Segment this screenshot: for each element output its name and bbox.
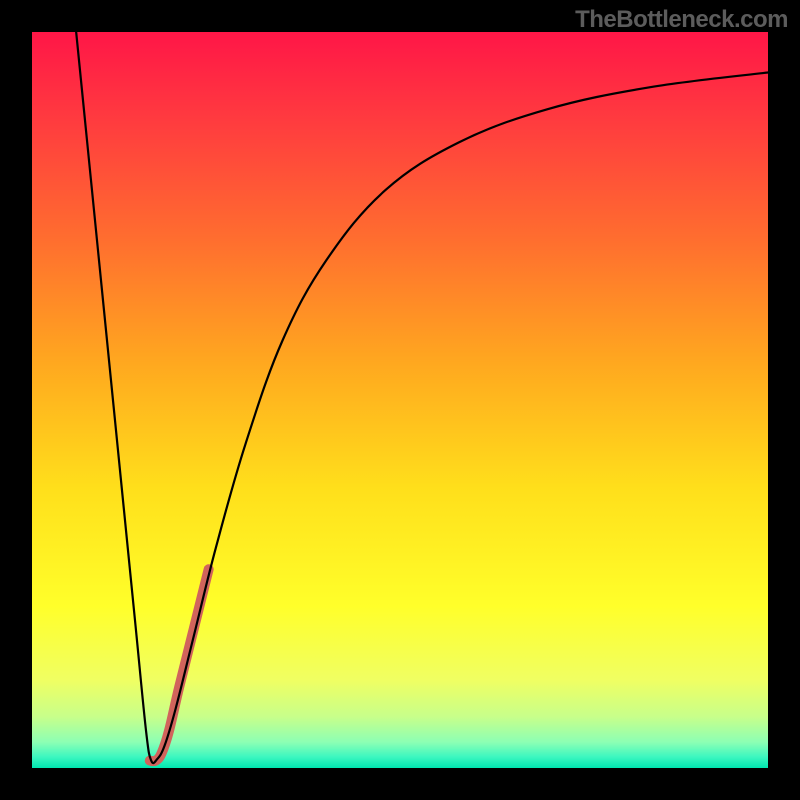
watermark-text: TheBottleneck.com	[575, 6, 788, 34]
plot-area	[32, 32, 768, 768]
main-curve	[76, 32, 768, 763]
chart-svg	[32, 32, 768, 768]
highlight-curve	[150, 569, 209, 761]
